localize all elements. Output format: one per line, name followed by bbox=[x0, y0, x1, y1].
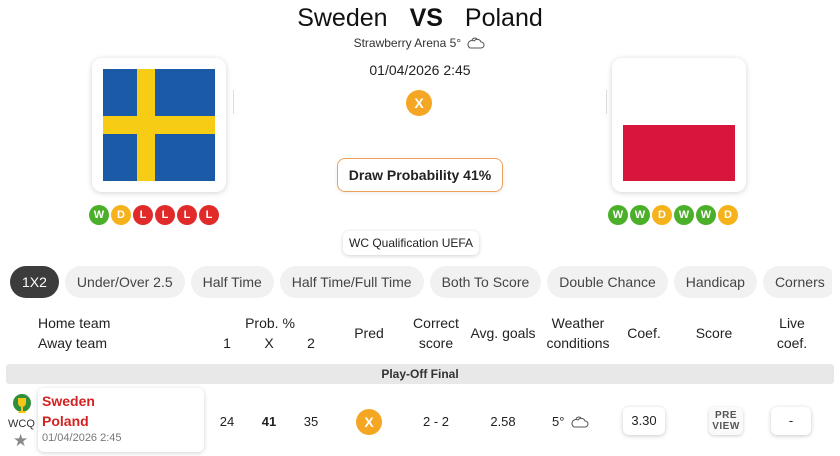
competition-code: WCQ bbox=[8, 418, 35, 430]
market-tabs: 1X2 Under/Over 2.5 Half Time Half Time/Full… bbox=[10, 266, 832, 298]
tab-both-to-score[interactable]: Both To Score bbox=[429, 266, 542, 298]
away-team-name: Poland bbox=[464, 4, 543, 32]
header-correct: Correct bbox=[413, 315, 459, 331]
weather-cell: 5° bbox=[552, 414, 606, 429]
form-badge: L bbox=[199, 205, 219, 225]
prediction-badge: X bbox=[406, 90, 432, 116]
header-away-team: Away team bbox=[38, 335, 107, 351]
home-form: W D L L L L bbox=[89, 205, 219, 225]
header-home-team: Home team bbox=[38, 315, 111, 331]
coef-button[interactable]: 3.30 bbox=[623, 407, 665, 435]
row-date: 01/04/2026 2:45 bbox=[42, 432, 122, 444]
competition-label[interactable]: WC Qualification UEFA bbox=[343, 231, 480, 255]
preview-label-top: PRE bbox=[714, 410, 738, 421]
header-pred: Pred bbox=[354, 325, 384, 341]
tab-handicap[interactable]: Handicap bbox=[673, 266, 757, 298]
prob-2-value: 35 bbox=[303, 414, 319, 429]
divider bbox=[606, 90, 607, 114]
partly-cloudy-icon bbox=[571, 416, 589, 428]
trophy-icon bbox=[13, 394, 31, 413]
preview-label-bottom: VIEW bbox=[712, 421, 740, 432]
header-prob-2: 2 bbox=[307, 335, 315, 351]
form-badge: L bbox=[177, 205, 197, 225]
form-badge: W bbox=[674, 205, 694, 225]
vs-label: VS bbox=[409, 4, 443, 32]
preview-button[interactable]: PRE VIEW bbox=[709, 407, 743, 435]
header-live-coef: coef. bbox=[776, 335, 808, 351]
tab-double-chance[interactable]: Double Chance bbox=[547, 266, 668, 298]
section-header: Play-Off Final bbox=[6, 364, 834, 384]
away-team-flag[interactable] bbox=[612, 58, 746, 192]
divider bbox=[233, 90, 234, 114]
form-badge: L bbox=[133, 205, 153, 225]
home-team-flag[interactable] bbox=[92, 58, 226, 192]
tab-corners[interactable]: Corners bbox=[762, 266, 832, 298]
match-datetime: 01/04/2026 2:45 bbox=[369, 62, 471, 78]
form-badge: D bbox=[111, 205, 131, 225]
form-badge: D bbox=[652, 205, 672, 225]
correct-score-value: 2 - 2 bbox=[422, 414, 449, 429]
sweden-flag bbox=[103, 69, 215, 181]
header-avg-goals: Avg. goals bbox=[470, 325, 536, 341]
form-badge: W bbox=[696, 205, 716, 225]
draw-probability: Draw Probability 41% bbox=[337, 158, 503, 192]
match-row-teams[interactable]: Sweden Poland 01/04/2026 2:45 bbox=[38, 388, 204, 452]
header-conditions: conditions bbox=[546, 335, 610, 351]
tab-1x2[interactable]: 1X2 bbox=[10, 266, 59, 298]
avg-goals-value: 2.58 bbox=[490, 414, 516, 429]
partly-cloudy-icon bbox=[467, 37, 485, 49]
row-away-team[interactable]: Poland bbox=[42, 413, 89, 429]
poland-flag bbox=[623, 69, 735, 181]
form-badge: W bbox=[89, 205, 109, 225]
home-team-name: Sweden bbox=[297, 4, 388, 32]
tab-under-over[interactable]: Under/Over 2.5 bbox=[64, 266, 185, 298]
header-weather: Weather bbox=[551, 315, 605, 331]
venue-label: Strawberry Arena 5° bbox=[353, 36, 462, 50]
row-home-team[interactable]: Sweden bbox=[42, 393, 95, 409]
form-badge: D bbox=[718, 205, 738, 225]
tab-half-time[interactable]: Half Time bbox=[190, 266, 274, 298]
header-prob: Prob. % bbox=[245, 315, 295, 331]
star-icon[interactable]: ★ bbox=[13, 431, 29, 450]
header-prob-x: X bbox=[264, 335, 274, 351]
weather-temp: 5° bbox=[552, 414, 565, 429]
form-badge: L bbox=[155, 205, 175, 225]
live-coef-button[interactable]: - bbox=[771, 407, 811, 435]
prob-1-value: 24 bbox=[219, 414, 235, 429]
header-live: Live bbox=[779, 315, 805, 331]
form-badge: W bbox=[608, 205, 628, 225]
away-form: W W D W W D bbox=[608, 205, 738, 225]
header-coef: Coef. bbox=[627, 325, 661, 341]
header-score: Score bbox=[695, 325, 733, 341]
venue-info: Strawberry Arena 5° bbox=[0, 36, 840, 50]
prob-x-value: 41 bbox=[261, 414, 277, 429]
header-prob-1: 1 bbox=[223, 335, 231, 351]
header-score-sub: score bbox=[418, 335, 454, 351]
form-badge: W bbox=[630, 205, 650, 225]
match-title: Sweden VS Poland bbox=[0, 4, 840, 33]
tab-half-full-time[interactable]: Half Time/Full Time bbox=[279, 266, 424, 298]
row-prediction-badge: X bbox=[356, 409, 382, 435]
